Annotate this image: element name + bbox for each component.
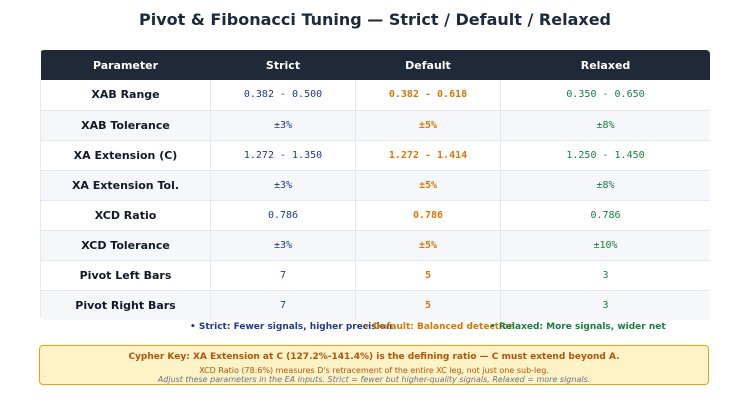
parameter-cell: XAB Range bbox=[40, 80, 211, 110]
relaxed-cell: 3 bbox=[500, 260, 710, 290]
relaxed-cell: ±10% bbox=[500, 230, 710, 260]
legend: • Strict: Fewer signals, higher precisio… bbox=[0, 322, 750, 336]
table-row: XA Extension (C) 1.272 - 1.350 1.272 - 1… bbox=[40, 140, 710, 170]
cypher-key-box: Cypher Key: XA Extension at C (127.2%-14… bbox=[39, 345, 709, 385]
default-cell: ±5% bbox=[355, 110, 501, 140]
tuning-table-container: Parameter Strict Default Relaxed XAB Ran… bbox=[40, 50, 710, 320]
strict-cell: ±3% bbox=[210, 170, 356, 200]
default-cell: 0.786 bbox=[355, 200, 501, 230]
relaxed-cell: 3 bbox=[500, 290, 710, 320]
strict-cell: ±3% bbox=[210, 230, 356, 260]
cypher-key-heading: Cypher Key: XA Extension at C (127.2%-14… bbox=[128, 352, 620, 362]
relaxed-cell: 1.250 - 1.450 bbox=[500, 140, 710, 170]
strict-cell: 1.272 - 1.350 bbox=[210, 140, 356, 170]
adjust-parameters-note: Adjust these parameters in the EA inputs… bbox=[157, 375, 591, 384]
tuning-table: Parameter Strict Default Relaxed XAB Ran… bbox=[40, 50, 710, 320]
table-row: XAB Tolerance ±3% ±5% ±8% bbox=[40, 110, 710, 140]
default-cell: 5 bbox=[355, 290, 501, 320]
header-default: Default bbox=[405, 58, 451, 72]
parameter-cell: Pivot Left Bars bbox=[40, 260, 211, 290]
legend-default: • Default: Balanced detection bbox=[364, 322, 515, 332]
parameter-cell: Pivot Right Bars bbox=[40, 290, 211, 320]
table-row: Pivot Right Bars 7 5 3 bbox=[40, 290, 710, 320]
parameter-cell: XA Extension Tol. bbox=[40, 170, 211, 200]
legend-strict: • Strict: Fewer signals, higher precisio… bbox=[190, 322, 393, 332]
table-row: XA Extension Tol. ±3% ±5% ±8% bbox=[40, 170, 710, 200]
header-parameter: Parameter bbox=[92, 58, 159, 72]
header-strict: Strict bbox=[265, 58, 301, 72]
strict-cell: 0.382 - 0.500 bbox=[210, 80, 356, 110]
default-cell: 1.272 - 1.414 bbox=[355, 140, 501, 170]
relaxed-cell: 0.350 - 0.650 bbox=[500, 80, 710, 110]
table-header-row: Parameter Strict Default Relaxed bbox=[40, 50, 710, 80]
strict-cell: 7 bbox=[210, 290, 356, 320]
default-cell: ±5% bbox=[355, 230, 501, 260]
table-row: XCD Ratio 0.786 0.786 0.786 bbox=[40, 200, 710, 230]
parameter-cell: XCD Tolerance bbox=[40, 230, 211, 260]
relaxed-cell: ±8% bbox=[500, 170, 710, 200]
xcd-ratio-note: XCD Ratio (78.6%) measures D's retraceme… bbox=[199, 366, 549, 375]
parameter-cell: XCD Ratio bbox=[40, 200, 211, 230]
page-title: Pivot & Fibonacci Tuning — Strict / Defa… bbox=[139, 10, 611, 29]
strict-cell: ±3% bbox=[210, 110, 356, 140]
parameter-cell: XAB Tolerance bbox=[40, 110, 211, 140]
default-cell: ±5% bbox=[355, 170, 501, 200]
strict-cell: 0.786 bbox=[210, 200, 356, 230]
strict-cell: 7 bbox=[210, 260, 356, 290]
default-cell: 5 bbox=[355, 260, 501, 290]
parameter-cell: XA Extension (C) bbox=[40, 140, 211, 170]
table-row: Pivot Left Bars 7 5 3 bbox=[40, 260, 710, 290]
relaxed-cell: ±8% bbox=[500, 110, 710, 140]
relaxed-cell: 0.786 bbox=[500, 200, 710, 230]
table-row: XAB Range 0.382 - 0.500 0.382 - 0.618 0.… bbox=[40, 80, 710, 110]
table-row: XCD Tolerance ±3% ±5% ±10% bbox=[40, 230, 710, 260]
default-cell: 0.382 - 0.618 bbox=[355, 80, 501, 110]
legend-relaxed: • Relaxed: More signals, wider net bbox=[490, 322, 666, 332]
header-relaxed: Relaxed bbox=[580, 58, 631, 72]
